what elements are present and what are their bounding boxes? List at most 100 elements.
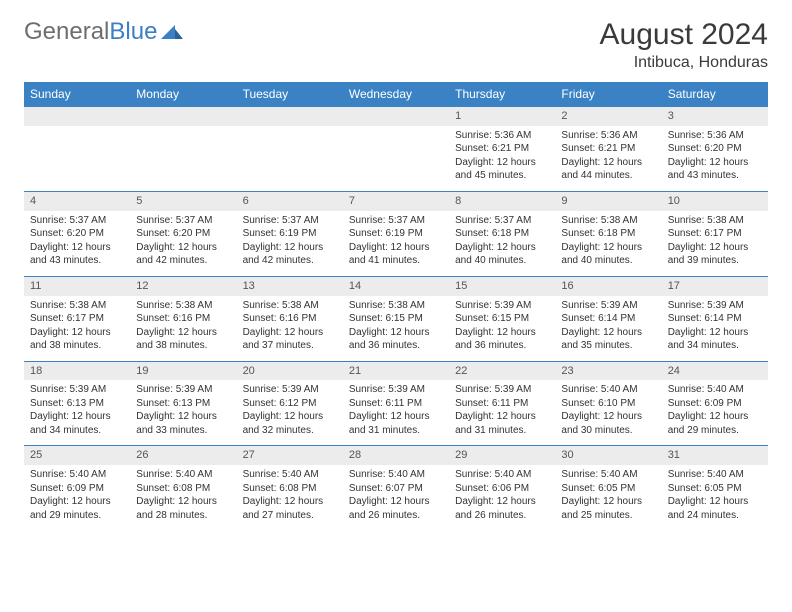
sunrise-text: Sunrise: 5:38 AM xyxy=(561,214,655,228)
page-header: GeneralBlue August 2024 Intibuca, Hondur… xyxy=(24,18,768,72)
day-content: Sunrise: 5:39 AMSunset: 6:11 PMDaylight:… xyxy=(449,380,555,445)
daylight-text: Daylight: 12 hours and 26 minutes. xyxy=(349,495,443,522)
sunset-text: Sunset: 6:12 PM xyxy=(243,397,337,411)
day-number: 4 xyxy=(24,191,130,211)
sunset-text: Sunset: 6:20 PM xyxy=(136,227,230,241)
day-number: 23 xyxy=(555,361,661,381)
calendar-day-cell: 14Sunrise: 5:38 AMSunset: 6:15 PMDayligh… xyxy=(343,276,449,361)
calendar-day-cell: 7Sunrise: 5:37 AMSunset: 6:19 PMDaylight… xyxy=(343,191,449,276)
weekday-header: Wednesday xyxy=(343,82,449,106)
sunset-text: Sunset: 6:19 PM xyxy=(349,227,443,241)
sunset-text: Sunset: 6:17 PM xyxy=(668,227,762,241)
calendar-body: 1Sunrise: 5:36 AMSunset: 6:21 PMDaylight… xyxy=(24,106,768,530)
daylight-text: Daylight: 12 hours and 42 minutes. xyxy=(136,241,230,268)
day-content: Sunrise: 5:37 AMSunset: 6:18 PMDaylight:… xyxy=(449,211,555,276)
day-number: 17 xyxy=(662,276,768,296)
day-content: Sunrise: 5:40 AMSunset: 6:05 PMDaylight:… xyxy=(662,465,768,530)
weekday-header: Friday xyxy=(555,82,661,106)
calendar-day-cell: 11Sunrise: 5:38 AMSunset: 6:17 PMDayligh… xyxy=(24,276,130,361)
weekday-header: Sunday xyxy=(24,82,130,106)
daylight-text: Daylight: 12 hours and 43 minutes. xyxy=(668,156,762,183)
sunrise-text: Sunrise: 5:40 AM xyxy=(349,468,443,482)
sunset-text: Sunset: 6:18 PM xyxy=(455,227,549,241)
day-number: 20 xyxy=(237,361,343,381)
day-number: 9 xyxy=(555,191,661,211)
calendar-day-cell: 21Sunrise: 5:39 AMSunset: 6:11 PMDayligh… xyxy=(343,361,449,446)
sunset-text: Sunset: 6:16 PM xyxy=(243,312,337,326)
daylight-text: Daylight: 12 hours and 32 minutes. xyxy=(243,410,337,437)
sunrise-text: Sunrise: 5:40 AM xyxy=(561,383,655,397)
sunset-text: Sunset: 6:20 PM xyxy=(668,142,762,156)
calendar-day-cell: 3Sunrise: 5:36 AMSunset: 6:20 PMDaylight… xyxy=(662,106,768,191)
calendar-day-cell: 2Sunrise: 5:36 AMSunset: 6:21 PMDaylight… xyxy=(555,106,661,191)
day-number: 30 xyxy=(555,445,661,465)
sunrise-text: Sunrise: 5:37 AM xyxy=(349,214,443,228)
calendar-day-cell: 10Sunrise: 5:38 AMSunset: 6:17 PMDayligh… xyxy=(662,191,768,276)
daylight-text: Daylight: 12 hours and 35 minutes. xyxy=(561,326,655,353)
day-content: Sunrise: 5:40 AMSunset: 6:08 PMDaylight:… xyxy=(130,465,236,530)
weekday-header: Tuesday xyxy=(237,82,343,106)
sunrise-text: Sunrise: 5:40 AM xyxy=(30,468,124,482)
day-content: Sunrise: 5:40 AMSunset: 6:05 PMDaylight:… xyxy=(555,465,661,530)
day-number: 8 xyxy=(449,191,555,211)
day-content: Sunrise: 5:38 AMSunset: 6:18 PMDaylight:… xyxy=(555,211,661,276)
day-content: Sunrise: 5:40 AMSunset: 6:06 PMDaylight:… xyxy=(449,465,555,530)
calendar-day-cell: 19Sunrise: 5:39 AMSunset: 6:13 PMDayligh… xyxy=(130,361,236,446)
weekday-header: Saturday xyxy=(662,82,768,106)
weekday-header-row: SundayMondayTuesdayWednesdayThursdayFrid… xyxy=(24,82,768,106)
day-number: 14 xyxy=(343,276,449,296)
sunrise-text: Sunrise: 5:39 AM xyxy=(455,299,549,313)
day-content: Sunrise: 5:39 AMSunset: 6:13 PMDaylight:… xyxy=(24,380,130,445)
day-content: Sunrise: 5:37 AMSunset: 6:20 PMDaylight:… xyxy=(24,211,130,276)
sunrise-text: Sunrise: 5:39 AM xyxy=(30,383,124,397)
sunrise-text: Sunrise: 5:39 AM xyxy=(349,383,443,397)
calendar-day-cell: 16Sunrise: 5:39 AMSunset: 6:14 PMDayligh… xyxy=(555,276,661,361)
day-content: Sunrise: 5:40 AMSunset: 6:07 PMDaylight:… xyxy=(343,465,449,530)
sunrise-text: Sunrise: 5:38 AM xyxy=(136,299,230,313)
calendar-day-cell: 22Sunrise: 5:39 AMSunset: 6:11 PMDayligh… xyxy=(449,361,555,446)
day-number: 24 xyxy=(662,361,768,381)
day-number: 1 xyxy=(449,106,555,126)
daylight-text: Daylight: 12 hours and 25 minutes. xyxy=(561,495,655,522)
calendar-week-row: 1Sunrise: 5:36 AMSunset: 6:21 PMDaylight… xyxy=(24,106,768,191)
sunset-text: Sunset: 6:11 PM xyxy=(349,397,443,411)
calendar-day-cell xyxy=(130,106,236,191)
sunrise-text: Sunrise: 5:37 AM xyxy=(243,214,337,228)
sunset-text: Sunset: 6:14 PM xyxy=(561,312,655,326)
day-content: Sunrise: 5:36 AMSunset: 6:20 PMDaylight:… xyxy=(662,126,768,191)
sunrise-text: Sunrise: 5:37 AM xyxy=(30,214,124,228)
daylight-text: Daylight: 12 hours and 27 minutes. xyxy=(243,495,337,522)
sunrise-text: Sunrise: 5:36 AM xyxy=(668,129,762,143)
day-number: 16 xyxy=(555,276,661,296)
day-number: 22 xyxy=(449,361,555,381)
triangle-icon xyxy=(161,21,183,44)
day-number: 25 xyxy=(24,445,130,465)
sunrise-text: Sunrise: 5:38 AM xyxy=(668,214,762,228)
calendar-day-cell: 26Sunrise: 5:40 AMSunset: 6:08 PMDayligh… xyxy=(130,445,236,530)
sunrise-text: Sunrise: 5:39 AM xyxy=(136,383,230,397)
daylight-text: Daylight: 12 hours and 30 minutes. xyxy=(561,410,655,437)
daylight-text: Daylight: 12 hours and 34 minutes. xyxy=(30,410,124,437)
calendar-day-cell: 28Sunrise: 5:40 AMSunset: 6:07 PMDayligh… xyxy=(343,445,449,530)
calendar-day-cell xyxy=(24,106,130,191)
day-number: 2 xyxy=(555,106,661,126)
day-number: 26 xyxy=(130,445,236,465)
day-number: 11 xyxy=(24,276,130,296)
daylight-text: Daylight: 12 hours and 33 minutes. xyxy=(136,410,230,437)
calendar-day-cell: 15Sunrise: 5:39 AMSunset: 6:15 PMDayligh… xyxy=(449,276,555,361)
day-content-empty xyxy=(237,126,343,188)
daylight-text: Daylight: 12 hours and 39 minutes. xyxy=(668,241,762,268)
day-number: 7 xyxy=(343,191,449,211)
day-content: Sunrise: 5:37 AMSunset: 6:20 PMDaylight:… xyxy=(130,211,236,276)
sunrise-text: Sunrise: 5:39 AM xyxy=(668,299,762,313)
sunset-text: Sunset: 6:09 PM xyxy=(668,397,762,411)
sunset-text: Sunset: 6:16 PM xyxy=(136,312,230,326)
day-content: Sunrise: 5:37 AMSunset: 6:19 PMDaylight:… xyxy=(343,211,449,276)
location: Intibuca, Honduras xyxy=(600,54,768,72)
day-content: Sunrise: 5:39 AMSunset: 6:13 PMDaylight:… xyxy=(130,380,236,445)
sunrise-text: Sunrise: 5:39 AM xyxy=(561,299,655,313)
day-content: Sunrise: 5:39 AMSunset: 6:14 PMDaylight:… xyxy=(555,296,661,361)
daylight-text: Daylight: 12 hours and 44 minutes. xyxy=(561,156,655,183)
sunset-text: Sunset: 6:07 PM xyxy=(349,482,443,496)
calendar-day-cell xyxy=(343,106,449,191)
